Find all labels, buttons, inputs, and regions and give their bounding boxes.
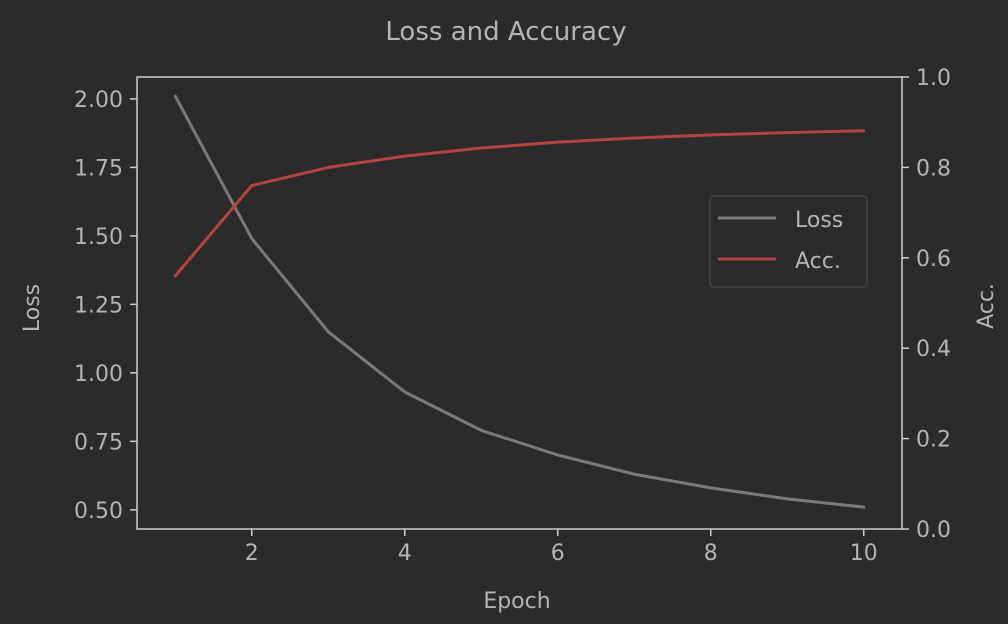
legend-label-acc: Acc.: [795, 249, 841, 274]
y-tick-label: 2.00: [74, 88, 123, 113]
y-tick-label: 1.25: [74, 293, 123, 318]
y-right-tick-label: 0.2: [916, 428, 951, 453]
y-tick-label: 1.50: [74, 225, 123, 250]
y-tick-label: 0.75: [74, 430, 123, 455]
y-axis-left-ticks: 0.50 0.75 1.00 1.25 1.50 1.75 2.00: [74, 88, 137, 524]
y-tick-label: 1.75: [74, 156, 123, 181]
y-tick-label: 1.00: [74, 362, 123, 387]
loss-line: [173, 94, 866, 509]
legend-label-loss: Loss: [795, 208, 843, 233]
y-axis-right-ticks: 0.0 0.2 0.4 0.6 0.8 1.0: [902, 66, 951, 543]
y-right-tick-label: 1.0: [916, 66, 951, 91]
y-right-tick-label: 0.6: [916, 247, 951, 272]
x-tick-label: 8: [704, 541, 718, 566]
y-axis-left-label: Loss: [20, 284, 45, 332]
legend: Loss Acc.: [709, 195, 868, 288]
x-tick-label: 6: [551, 541, 565, 566]
series-lines: [173, 94, 866, 509]
y-right-tick-label: 0.4: [916, 337, 951, 362]
plot-frame: [136, 76, 903, 530]
chart-title: Loss and Accuracy: [385, 17, 626, 47]
y-tick-label: 0.50: [74, 499, 123, 524]
x-axis-label: Epoch: [483, 589, 550, 614]
y-right-tick-label: 0.8: [916, 156, 951, 181]
y-right-tick-label: 0.0: [916, 518, 951, 543]
x-tick-label: 4: [398, 541, 412, 566]
y-axis-right-label: Acc.: [974, 283, 999, 329]
x-tick-label: 10: [850, 541, 878, 566]
x-tick-label: 2: [245, 541, 259, 566]
x-axis-ticks: 2 4 6 8 10: [245, 529, 878, 566]
acc-line: [173, 129, 866, 278]
legend-box: [709, 195, 868, 288]
